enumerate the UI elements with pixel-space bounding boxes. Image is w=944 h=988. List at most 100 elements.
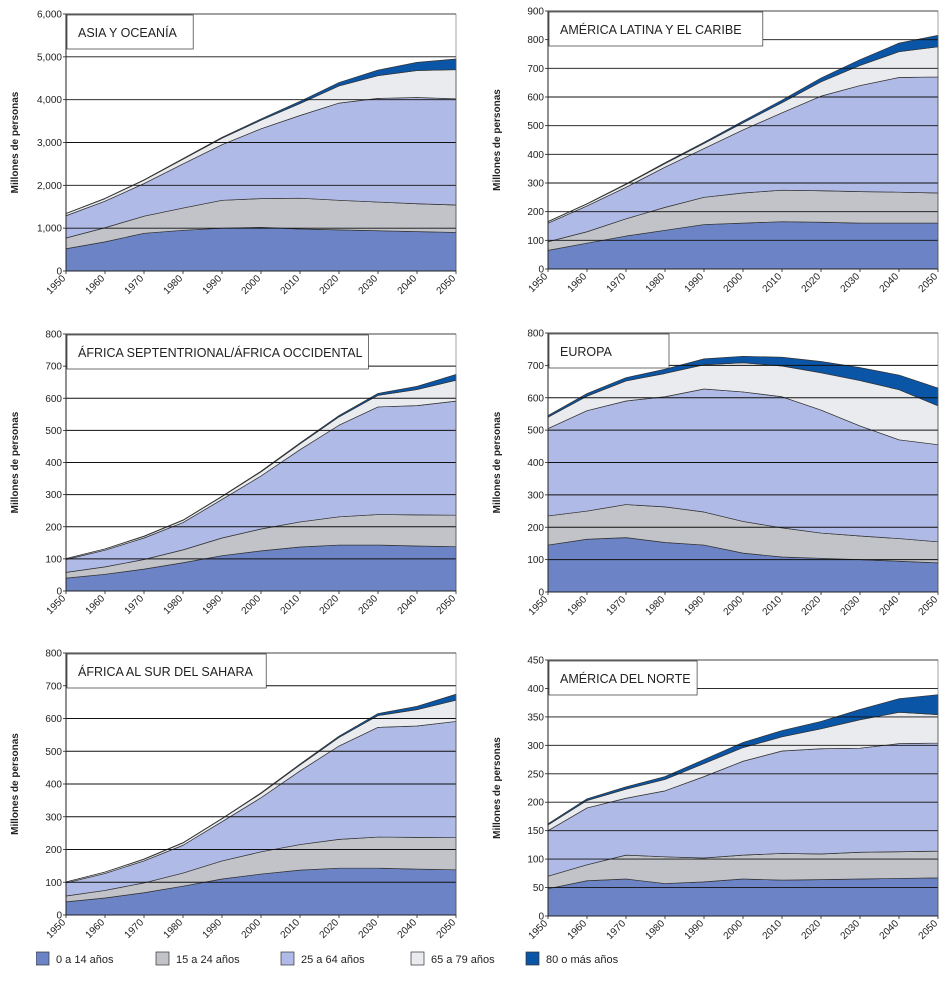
y-tick-label: 300 [45, 490, 62, 501]
x-tick-label: 1990 [201, 273, 225, 297]
y-tick-label: 700 [527, 64, 544, 75]
y-tick-label: 400 [45, 458, 62, 469]
chart-title-bg [66, 653, 267, 689]
x-tick-label: 1960 [566, 918, 590, 940]
x-tick-label: 2000 [722, 594, 746, 618]
chart-title-box: ÁFRICA AL SUR DEL SAHARA [66, 653, 267, 689]
y-axis-label: Millones de personas [492, 89, 503, 191]
chart-title: EUROPA [560, 345, 613, 359]
y-tick-label: 300 [527, 490, 544, 501]
x-tick-label: 1990 [683, 594, 707, 618]
legend-item: 25 a 64 años [280, 951, 365, 966]
x-tick-label: 2030 [839, 594, 863, 618]
y-tick-label: 700 [45, 681, 62, 692]
y-tick-label: 0 [538, 265, 544, 276]
y-tick-label: 800 [45, 330, 62, 341]
y-tick-label: 50 [533, 883, 545, 894]
x-tick-label: 1950 [527, 918, 551, 940]
y-tick-label: 1,000 [37, 224, 62, 235]
x-tick-label: 1950 [527, 271, 551, 295]
chart-panel-6: AMÉRICA DEL NORTE 0 50 100 150 200 250 300 350 40… [492, 656, 941, 942]
y-tick-label: 400 [527, 684, 544, 695]
y-tick-label: 100 [527, 555, 544, 566]
y-tick-label: 700 [527, 361, 544, 372]
y-axis-label: Millones de personas [492, 411, 503, 513]
chart-title: AMÉRICA LATINA Y EL CARIBE [560, 22, 742, 37]
y-tick-label: 100 [527, 855, 544, 866]
y-tick-label: 400 [527, 150, 544, 161]
legend-item: 65 a 79 años [410, 951, 495, 966]
x-tick-label: 2000 [240, 593, 264, 617]
chart-title-box: ASIA Y OCEANÍA [66, 14, 194, 50]
y-tick-label: 600 [45, 394, 62, 405]
y-tick-label: 300 [45, 812, 62, 823]
chart-title: ASIA Y OCEANÍA [78, 25, 178, 40]
charts-figure: ASIA Y OCEANÍA 0 1,000 2,000 3,000 4,000 5,000… [10, 7, 941, 942]
x-tick-label: 2040 [878, 594, 902, 618]
x-tick-label: 1950 [527, 594, 551, 618]
y-tick-label: 100 [45, 878, 62, 889]
y-tick-label: 900 [527, 7, 544, 18]
legend-item: 15 a 24 años [155, 951, 240, 966]
y-tick-label: 5,000 [37, 52, 62, 63]
x-tick-label: 1950 [45, 917, 69, 940]
chart-title-bg [66, 334, 369, 370]
x-tick-label: 2020 [318, 593, 342, 617]
y-tick-label: 200 [45, 845, 62, 856]
y-tick-label: 150 [527, 826, 544, 837]
chart-title-box: ÁFRICA SEPTENTRIONAL/ÁFRICA OCCIDENTAL [66, 334, 369, 370]
x-tick-label: 1990 [201, 593, 225, 617]
y-tick-label: 500 [527, 121, 544, 132]
y-axis-label: Millones de personas [10, 91, 21, 193]
x-tick-label: 2010 [279, 917, 303, 940]
x-tick-label: 2020 [800, 271, 824, 295]
y-tick-label: 300 [527, 741, 544, 752]
x-tick-label: 2010 [761, 918, 785, 940]
y-tick-label: 6,000 [37, 10, 62, 21]
y-tick-label: 0 [56, 911, 62, 922]
x-tick-label: 2040 [396, 273, 420, 297]
y-tick-label: 0 [56, 587, 62, 598]
chart-title-bg [548, 333, 670, 369]
y-tick-label: 600 [527, 93, 544, 104]
x-tick-label: 2020 [800, 918, 824, 940]
chart-title-box: EUROPA [548, 333, 670, 369]
y-tick-label: 500 [527, 426, 544, 437]
chart-panel-4: EUROPA 0 100 200 300 400 500 600 700 800 1950 1960 1… [492, 329, 940, 618]
x-tick-label: 2010 [279, 273, 303, 297]
x-tick-label: 2040 [878, 918, 902, 940]
x-tick-label: 1980 [644, 594, 668, 618]
y-tick-label: 500 [45, 747, 62, 758]
y-tick-label: 4,000 [37, 95, 62, 106]
x-tick-label: 1970 [123, 593, 147, 617]
x-tick-label: 1970 [605, 918, 629, 940]
legend-label: 0 a 14 años [56, 954, 114, 966]
x-tick-label: 2010 [761, 594, 785, 618]
y-tick-label: 400 [527, 458, 544, 469]
legend-item: 0 a 14 años [36, 951, 114, 966]
x-tick-label: 1980 [162, 917, 186, 940]
x-tick-label: 2050 [917, 594, 941, 618]
x-tick-label: 2020 [318, 273, 342, 297]
y-tick-label: 2,000 [37, 181, 62, 192]
x-tick-label: 2050 [435, 593, 459, 617]
x-tick-label: 1960 [84, 273, 108, 297]
y-tick-label: 800 [527, 35, 544, 46]
x-tick-label: 1950 [45, 593, 69, 617]
legend-swatch [155, 951, 170, 966]
x-tick-label: 2050 [917, 918, 941, 940]
x-tick-label: 2000 [722, 271, 746, 295]
x-tick-label: 2050 [435, 273, 459, 297]
y-axis-label: Millones de personas [10, 733, 21, 835]
x-tick-label: 2000 [240, 917, 264, 940]
y-tick-label: 700 [45, 362, 62, 373]
x-tick-label: 2030 [357, 593, 381, 617]
y-tick-label: 0 [538, 912, 544, 923]
x-tick-label: 2050 [435, 917, 459, 940]
x-tick-label: 2030 [357, 273, 381, 297]
area-series-0a14 [547, 877, 939, 917]
x-tick-label: 2010 [279, 593, 303, 617]
y-tick-label: 500 [45, 426, 62, 437]
chart-title: AMÉRICA DEL NORTE [560, 671, 691, 686]
